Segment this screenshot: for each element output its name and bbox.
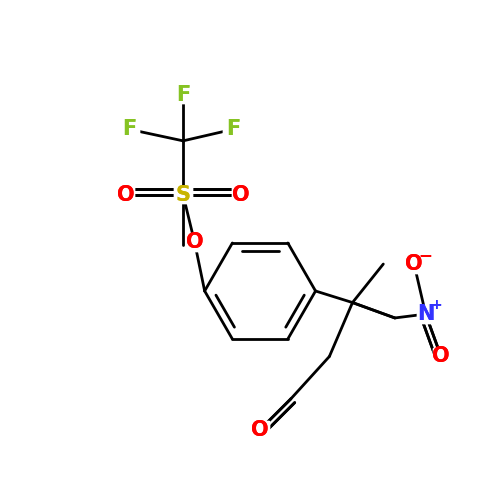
Bar xyxy=(252,421,268,438)
Text: −: − xyxy=(418,246,432,264)
Text: S: S xyxy=(176,184,190,205)
Text: O: O xyxy=(116,184,134,205)
Text: O: O xyxy=(186,232,204,252)
Bar xyxy=(186,234,203,251)
Text: F: F xyxy=(122,120,136,140)
Bar xyxy=(117,186,134,203)
Text: S: S xyxy=(176,184,190,205)
Bar xyxy=(223,121,243,138)
Bar xyxy=(232,186,250,203)
Bar xyxy=(186,234,203,251)
Text: N: N xyxy=(417,304,434,324)
Text: N: N xyxy=(417,304,434,324)
Text: O: O xyxy=(432,346,450,366)
Text: O: O xyxy=(406,254,423,274)
Text: +: + xyxy=(430,298,442,312)
Bar xyxy=(223,121,243,138)
Text: −: − xyxy=(418,246,432,264)
Text: O: O xyxy=(116,184,134,205)
Text: F: F xyxy=(226,120,240,140)
Bar xyxy=(173,86,193,103)
Text: O: O xyxy=(406,254,423,274)
Bar xyxy=(252,421,268,438)
Text: O: O xyxy=(252,420,269,440)
Bar xyxy=(119,121,139,138)
Text: F: F xyxy=(122,120,136,140)
Text: O: O xyxy=(432,346,450,366)
Text: F: F xyxy=(176,84,190,104)
Bar xyxy=(119,121,139,138)
Bar xyxy=(432,348,450,365)
Text: O: O xyxy=(232,184,250,205)
Bar xyxy=(173,86,193,103)
Bar xyxy=(232,186,250,203)
Text: O: O xyxy=(252,420,269,440)
Bar xyxy=(406,256,422,272)
Text: O: O xyxy=(232,184,250,205)
Bar xyxy=(406,256,422,272)
Text: F: F xyxy=(176,84,190,104)
Bar xyxy=(417,306,434,322)
Text: +: + xyxy=(430,298,442,312)
Text: O: O xyxy=(186,232,204,252)
Bar xyxy=(417,306,434,322)
Bar xyxy=(117,186,134,203)
Text: F: F xyxy=(226,120,240,140)
Bar xyxy=(432,348,450,365)
Bar xyxy=(174,186,193,203)
Bar xyxy=(174,186,193,203)
